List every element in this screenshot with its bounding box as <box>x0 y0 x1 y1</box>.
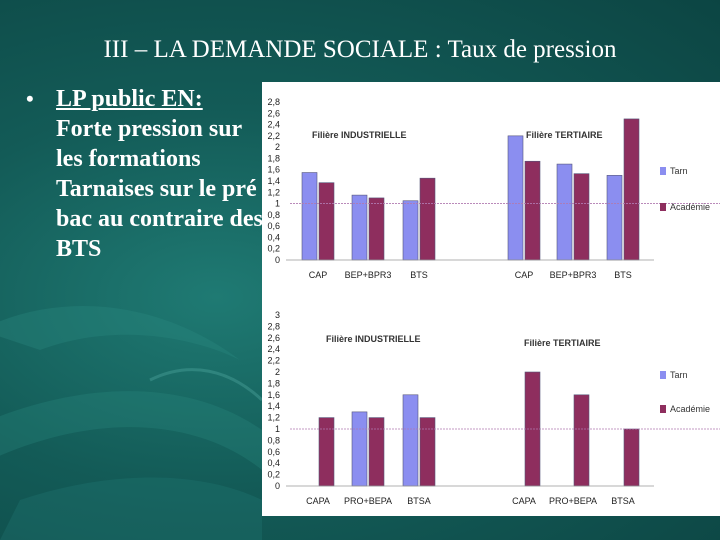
group-label: Filière TERTIAIRE <box>524 338 601 348</box>
bar-acadmie <box>419 417 436 487</box>
y-tick-label: 3 <box>275 310 280 320</box>
y-tick-label: 0,2 <box>267 244 280 254</box>
bar-tarn <box>402 200 419 261</box>
y-tick-label: 2,4 <box>267 344 280 354</box>
x-tick-label: BEP+BPR3 <box>345 270 392 280</box>
legend-swatch <box>660 371 666 379</box>
y-tick-label: 0,4 <box>267 458 280 468</box>
y-tick-label: 0,6 <box>267 221 280 231</box>
group-label: Filière TERTIAIRE <box>526 130 603 140</box>
bar-tarn <box>351 411 368 487</box>
y-tick-label: 1,8 <box>267 378 280 388</box>
x-tick-label: CAP <box>309 270 328 280</box>
x-tick-label: PRO+BEPA <box>549 496 597 506</box>
chart-agricole: 00,2 0,40,6 0,811,2 1,41,6 1,822,2 2,42,6 2,83… <box>267 310 720 506</box>
y-tick-label: 2,6 <box>267 333 280 343</box>
x-tick-label: BTS <box>410 270 428 280</box>
y-tick-label: 1,4 <box>267 401 280 411</box>
bar-tarn <box>556 163 573 261</box>
y-tick-label: 2,4 <box>267 120 280 130</box>
y-tick-label: 0 <box>275 481 280 491</box>
legend-label: Académie <box>670 404 710 414</box>
bar-acadmie <box>573 394 590 487</box>
bar-acadmie <box>318 182 335 261</box>
y-tick-label: 1,2 <box>267 187 280 197</box>
x-tick-label: CAPA <box>306 496 330 506</box>
bar-tarn <box>402 394 419 487</box>
bullet-dot-icon: • <box>26 86 34 111</box>
y-tick-label: 0,4 <box>267 232 280 242</box>
y-tick-label: 2 <box>275 367 280 377</box>
slide-title: III – LA DEMANDE SOCIALE : Taux de press… <box>103 36 617 63</box>
chart-lycee-professionnel: 00,2 0,40,60,81 1,21,41,6 1,822,22,4 2,62,8 C… <box>267 97 720 280</box>
y-tick-label: 2,8 <box>267 321 280 331</box>
y-tick-label: 1,6 <box>267 165 280 175</box>
y-tick-label: 1,2 <box>267 413 280 423</box>
legend-swatch <box>660 167 666 175</box>
x-tick-label: BTSA <box>611 496 635 506</box>
bullet-body: Forte pression sur les formations Tarnai… <box>56 116 263 262</box>
bar-acadmie <box>368 417 385 487</box>
bar-tarn <box>301 172 318 261</box>
bar-acadmie <box>623 118 640 261</box>
y-tick-label: 2,8 <box>267 97 280 107</box>
bar-tarn <box>606 175 623 261</box>
bar-acadmie <box>524 160 541 261</box>
y-tick-label: 1,6 <box>267 390 280 400</box>
x-tick-label: BTS <box>614 270 632 280</box>
x-tick-label: BTSA <box>407 496 431 506</box>
legend-label: Tarn <box>670 166 688 176</box>
y-tick-label: 0,2 <box>267 470 280 480</box>
bar-tarn <box>351 194 368 261</box>
bar-acadmie <box>573 173 590 261</box>
legend-label: Académie <box>670 202 710 212</box>
x-tick-label: BEP+BPR3 <box>550 270 597 280</box>
y-tick-label: 2,6 <box>267 108 280 118</box>
x-tick-label: CAPA <box>512 496 536 506</box>
group-label: Filière INDUSTRIELLE <box>312 130 407 140</box>
y-tick-label: 0 <box>275 255 280 265</box>
bar-acadmie <box>623 428 640 487</box>
bar-acadmie <box>419 177 436 261</box>
x-tick-label: PRO+BEPA <box>344 496 392 506</box>
y-tick-label: 1,8 <box>267 153 280 163</box>
legend-label: Tarn <box>670 370 688 380</box>
y-tick-label: 2 <box>275 142 280 152</box>
y-tick-label: 2,2 <box>267 356 280 366</box>
y-tick-label: 1 <box>275 199 280 209</box>
chart-panel: 0 0,2 0,4 0,6 0,8 1 1,2 1,4 1,6 1,8 2 2,2 2,4 2,6 2,8 C… <box>262 82 720 516</box>
bar-tarn <box>507 135 524 261</box>
y-tick-label: 0,8 <box>267 435 280 445</box>
bar-acadmie <box>368 197 385 261</box>
bullet-heading: LP public EN: <box>56 86 203 112</box>
bar-acadmie <box>318 417 335 487</box>
y-tick-label: 2,2 <box>267 131 280 141</box>
y-tick-label: 0,8 <box>267 210 280 220</box>
group-label: Filière INDUSTRIELLE <box>326 334 421 344</box>
x-tick-label: CAP <box>515 270 534 280</box>
y-tick-label: 0,6 <box>267 447 280 457</box>
legend-swatch <box>660 203 666 211</box>
y-tick-label: 1 <box>275 424 280 434</box>
legend-swatch <box>660 405 666 413</box>
y-tick-label: 1,4 <box>267 176 280 186</box>
